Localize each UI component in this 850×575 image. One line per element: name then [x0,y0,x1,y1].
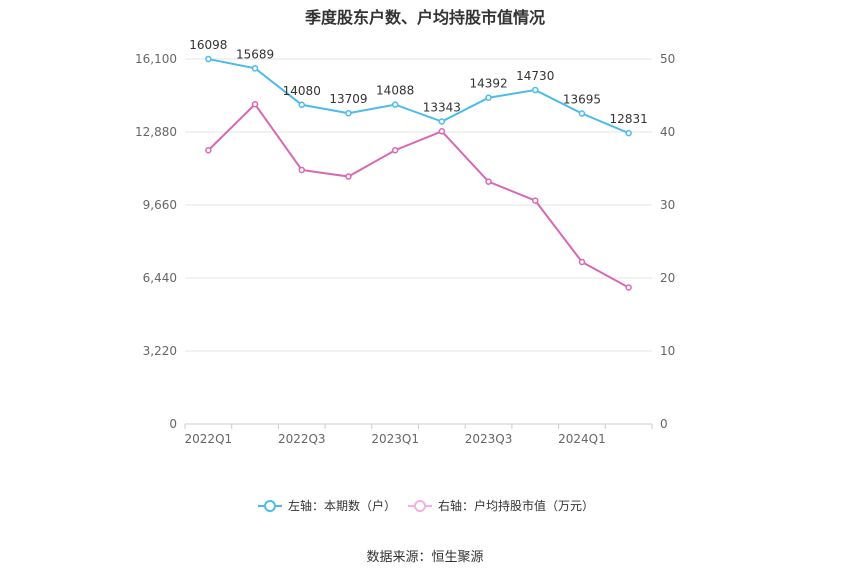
y-left-tick-label: 0 [169,417,177,431]
legend-item-left-series[interactable]: 左轴：本期数（户） [258,497,396,514]
legend-line-marker-icon [408,499,432,512]
data-point [438,118,446,125]
y-left-tick-label: 9,660 [143,198,177,212]
data-source: 数据来源：恒生聚源 [366,550,484,565]
chart-title: 季度股东户数、户均持股市值情况 [304,8,545,27]
data-point [391,147,399,154]
data-point [251,101,259,108]
series-line-right [207,102,630,289]
data-label: 14730 [516,69,554,83]
legend-label-right-series: 右轴：户均持股市值（万元） [438,499,595,513]
y-right-tick-label: 30 [660,198,675,212]
data-point [485,178,492,185]
data-point [298,166,305,174]
legend-label-left-series: 左轴：本期数（户） [288,499,397,513]
series-lines [205,55,632,291]
y-left-tick-label: 16,100 [135,52,177,66]
y-right-tick-label: 10 [660,344,675,358]
data-point [345,173,352,180]
data-label: 13695 [563,93,601,107]
axis-labels: 0 0 3,220 10 6,440 20 9,660 30 12,880 40 16,100 50 2… [135,52,675,446]
y-left-tick-label: 6,440 [143,271,177,285]
data-point [298,101,305,109]
data-point [578,258,586,266]
x-tick-label: 2022Q1 [185,432,233,446]
data-point [438,128,446,135]
data-label: 15689 [236,47,274,61]
data-point [251,65,259,72]
data-point [625,129,632,137]
series-line-left [208,58,630,135]
x-tick-label: 2024Q1 [558,432,606,446]
data-label: 14392 [469,77,507,91]
data-label: 13343 [423,101,461,115]
data-point [532,86,539,94]
data-label: 16098 [189,38,227,52]
data-labels: 16098 15689 14080 13709 14088 13343 14392 14730… [189,38,647,126]
y-right-tick-label: 40 [660,125,675,139]
x-tick-label: 2022Q3 [278,432,326,446]
data-label: 13709 [329,92,367,106]
y-right-tick-label: 0 [660,417,668,431]
data-label: 14080 [283,84,321,98]
data-label: 14088 [376,84,414,98]
legend-line-marker-icon [258,499,282,512]
data-point [625,284,632,291]
y-right-tick-label: 20 [660,271,675,285]
data-point [391,101,399,108]
data-label: 12831 [610,112,648,126]
data-point [485,94,492,101]
legend-item-right-series[interactable]: 右轴：户均持股市值（万元） [408,497,594,514]
data-point [205,147,212,154]
y-left-tick-label: 12,880 [135,125,177,139]
data-point [532,197,539,204]
y-right-tick-label: 50 [660,52,675,66]
x-tick-label: 2023Q1 [371,432,419,446]
legend: 左轴：本期数（户） 右轴：户均持股市值（万元） [0,497,850,517]
x-tick-label: 2023Q3 [465,432,513,446]
data-point [345,109,352,117]
y-left-tick-label: 3,220 [143,344,177,358]
data-point [578,110,586,117]
data-point [205,55,212,63]
